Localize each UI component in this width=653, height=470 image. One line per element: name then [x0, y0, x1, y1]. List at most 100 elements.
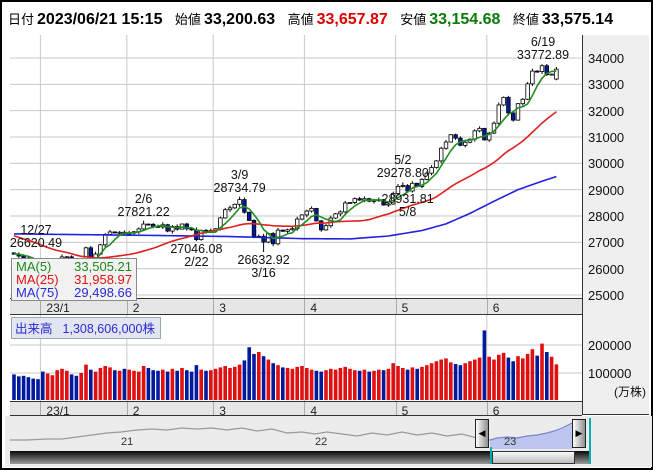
candle-body [198, 230, 204, 240]
candle-body [530, 70, 535, 85]
candle-body [299, 214, 305, 220]
volume-bar [276, 365, 280, 400]
volume-bar [549, 356, 554, 400]
candle-body [333, 213, 338, 219]
month-tick [40, 299, 42, 314]
volume-bar [415, 368, 419, 400]
month-label: 5 [401, 301, 409, 315]
volume-bar [26, 377, 31, 400]
ma75-value: 29,498.66 [74, 285, 132, 300]
volume-bar [156, 370, 160, 400]
candle-body [400, 185, 405, 187]
scrollbar-thumb[interactable] [492, 451, 575, 464]
volume-bar [113, 370, 117, 400]
month-label: 3 [219, 301, 226, 315]
volume-bar [444, 358, 448, 400]
volume-bar [458, 365, 463, 400]
month-tick [126, 402, 128, 415]
volume-bar [233, 366, 237, 400]
candle-body [390, 193, 396, 205]
candle-body [165, 224, 170, 232]
candle-body [357, 198, 362, 201]
close-label: 終値 [512, 12, 539, 27]
month-label: 6 [492, 301, 500, 315]
volume-value: 1,308,606,000株 [62, 322, 155, 336]
month-tick [395, 299, 397, 314]
price-tick-label: 33000 [588, 77, 625, 93]
volume-bar [290, 368, 295, 400]
volume-x-axis: 23/1 2 3 4 5 6 [10, 401, 582, 418]
volume-bar [477, 357, 482, 400]
scrollbar-track[interactable] [10, 451, 590, 464]
volume-bar [137, 371, 141, 400]
price-tick-label: 25000 [588, 288, 625, 303]
volume-bar [449, 362, 453, 400]
volume-bar [439, 359, 443, 400]
price-x-axis: 23/1 2 3 4 5 6 [10, 298, 582, 315]
candle-body [309, 208, 314, 212]
volume-bar [74, 375, 79, 400]
volume-bar [117, 370, 122, 400]
volume-bar [209, 370, 213, 400]
volume-bar [410, 367, 415, 400]
month-label: 5 [401, 404, 409, 418]
candle-body [304, 210, 309, 216]
volume-bar [12, 374, 16, 400]
volume-bar [343, 366, 347, 400]
date-label: 日付 [8, 12, 35, 27]
range-navigator[interactable] [10, 417, 650, 450]
candle-body [242, 199, 247, 213]
candle-body [448, 134, 453, 143]
candle-body [462, 141, 468, 146]
volume-bar [506, 357, 511, 400]
month-tick [395, 402, 397, 415]
ma-legend: MA(5) 33,505.21 MA(25) 31,958.97 MA(75) 29,… [11, 258, 137, 301]
volume-bar [468, 361, 472, 400]
month-tick [213, 402, 215, 415]
volume-bar [521, 358, 525, 400]
navigator-year-label: 21 [121, 436, 134, 448]
navigator-year-label: 22 [315, 436, 328, 448]
volume-bar [189, 371, 194, 400]
volume-bar [146, 367, 151, 400]
ma5-line [13, 70, 557, 271]
ma75-label: MA(75) [16, 285, 59, 300]
volume-readout: 出来高 1,308,606,000株 [11, 317, 161, 339]
navigator-right-arrow-button[interactable]: ▶ [572, 419, 586, 448]
volume-bar [218, 367, 223, 400]
volume-bar [247, 347, 251, 400]
candle-body [501, 96, 506, 106]
low-value: 33,154.68 [429, 11, 501, 28]
candle-body [381, 199, 386, 206]
candle-body [482, 127, 487, 141]
open-label: 始値 [174, 12, 201, 27]
selection-start-marker [490, 447, 492, 464]
candle-body [352, 198, 357, 203]
volume-bar [386, 368, 391, 400]
navigator-selection-line [489, 422, 573, 441]
candle-body [506, 96, 511, 114]
candle-body [539, 65, 545, 72]
volume-bar [108, 367, 112, 400]
volume-bar [257, 352, 261, 400]
month-tick [304, 402, 306, 415]
volume-bar [511, 361, 515, 400]
candle-body [261, 235, 266, 243]
candle-body [477, 127, 482, 132]
price-tick-label: 28000 [588, 209, 625, 224]
volume-bar [501, 352, 506, 400]
month-tick [486, 402, 488, 415]
volume-chart-canvas [10, 315, 582, 401]
month-label: 4 [310, 404, 318, 418]
volume-bar [21, 375, 26, 400]
volume-bar [420, 366, 424, 400]
candle-body [525, 83, 530, 100]
navigator-left-arrow-button[interactable]: ◀ [475, 419, 489, 448]
month-label: 2 [132, 404, 140, 418]
volume-bar [252, 353, 256, 400]
candle-body [342, 202, 348, 213]
volume-bar [497, 354, 501, 400]
price-tick-label: 26000 [588, 261, 625, 277]
candle-body [544, 65, 549, 75]
candle-body [438, 147, 444, 162]
